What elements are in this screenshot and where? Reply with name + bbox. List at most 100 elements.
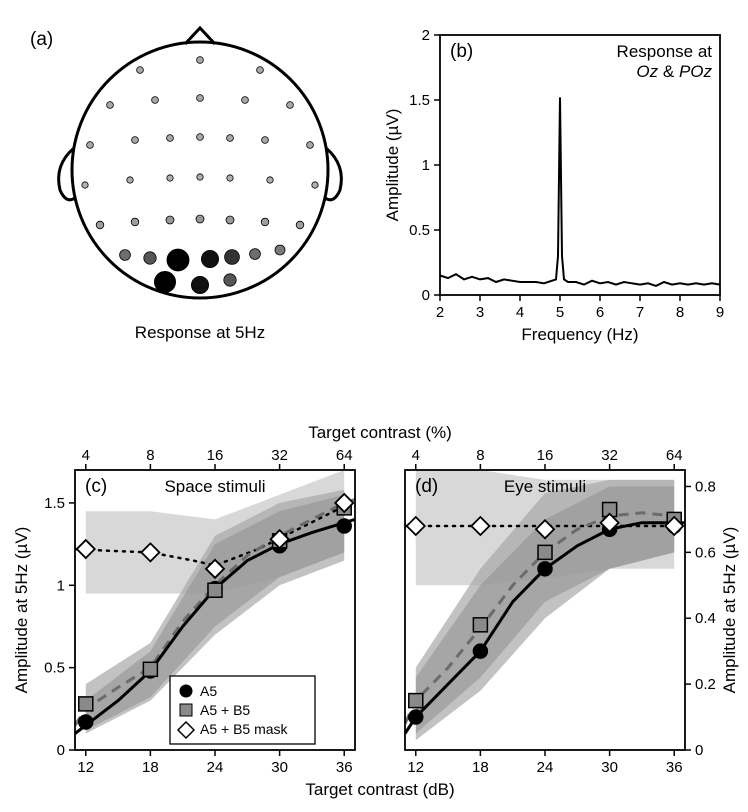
panel-b-title2: Oz & POz [636, 62, 712, 81]
svg-text:0: 0 [695, 742, 703, 759]
svg-text:2: 2 [436, 304, 444, 321]
panel-d-ylabel: Amplitude at 5Hz (µV) [720, 527, 739, 694]
panel-b-xlabel: Frequency (Hz) [521, 325, 638, 344]
svg-text:32: 32 [271, 447, 288, 464]
svg-text:8: 8 [146, 447, 154, 464]
electrode [242, 97, 249, 104]
svg-text:4: 4 [82, 447, 90, 464]
svg-text:1: 1 [57, 577, 65, 594]
panel-c-ylabel: Amplitude at 5Hz (µV) [12, 527, 31, 694]
svg-text:24: 24 [537, 759, 554, 776]
svg-text:36: 36 [666, 759, 683, 776]
panel-a-letter: (a) [30, 29, 53, 50]
electrode [262, 137, 269, 144]
svg-text:1: 1 [422, 157, 430, 174]
svg-text:0.2: 0.2 [695, 676, 716, 693]
marker-a5 [409, 710, 423, 724]
electrode [144, 252, 156, 264]
electrode [307, 142, 314, 149]
panel-b: 2345678900.511.52Frequency (Hz)Amplitude… [383, 27, 724, 344]
electrode [82, 182, 88, 188]
marker-a5 [337, 519, 351, 533]
legend-b5: A5 + B5 [200, 702, 250, 718]
svg-text:1.5: 1.5 [44, 495, 65, 512]
marker-b5 [538, 545, 552, 559]
electrode [250, 249, 261, 260]
electrode [87, 142, 94, 149]
electrode [167, 135, 174, 142]
bottom-xlabel: Target contrast (dB) [305, 780, 454, 799]
svg-text:64: 64 [336, 447, 353, 464]
svg-text:64: 64 [666, 447, 683, 464]
panel-d: 12 18 24 30 36 4 8 16 32 64 0 0.2 0.4 0.6 0.8 (d) Eye st… [405, 447, 739, 776]
electrode [296, 221, 304, 229]
svg-text:0.4: 0.4 [695, 610, 716, 627]
svg-text:30: 30 [601, 759, 618, 776]
svg-text:4: 4 [412, 447, 420, 464]
electrode [167, 175, 173, 181]
electrode [227, 175, 233, 181]
panel-b-title: Response at [617, 42, 713, 61]
panel-c-title: Space stimuli [164, 477, 265, 496]
panel-a-caption: Response at 5Hz [135, 323, 265, 342]
svg-text:6: 6 [596, 304, 604, 321]
svg-text:2: 2 [422, 27, 430, 44]
svg-text:0.5: 0.5 [44, 660, 65, 677]
legend-mask: A5 + B5 mask [200, 721, 289, 737]
marker-b5 [79, 697, 93, 711]
electrode [131, 218, 139, 226]
panel-b-letter: (b) [450, 41, 473, 62]
panel-d-title: Eye stimuli [504, 477, 586, 496]
panel-a: (a) Response at 5Hz [30, 28, 341, 342]
electrode [197, 174, 203, 180]
svg-text:18: 18 [472, 759, 489, 776]
svg-text:8: 8 [476, 447, 484, 464]
electrode [197, 57, 204, 64]
electrode [275, 245, 285, 255]
panel-c-letter: (c) [85, 476, 107, 497]
electrode [225, 250, 240, 265]
electrode [166, 216, 174, 224]
svg-text:24: 24 [207, 759, 224, 776]
marker-b5 [208, 583, 222, 597]
svg-text:16: 16 [537, 447, 554, 464]
panel-d-letter: (d) [415, 476, 438, 497]
svg-text:12: 12 [407, 759, 424, 776]
electrode [312, 182, 318, 188]
electrode [167, 249, 189, 271]
svg-text:0: 0 [57, 742, 65, 759]
svg-text:18: 18 [142, 759, 159, 776]
panel-b-ylabel: Amplitude (µV) [383, 109, 402, 222]
electrode [196, 215, 204, 223]
electrode [154, 271, 175, 292]
svg-text:8: 8 [676, 304, 684, 321]
electrode [226, 216, 234, 224]
svg-text:30: 30 [271, 759, 288, 776]
marker-a5 [538, 562, 552, 576]
electrode [197, 134, 204, 141]
svg-text:1.5: 1.5 [409, 92, 430, 109]
svg-text:32: 32 [601, 447, 618, 464]
svg-text:12: 12 [77, 759, 94, 776]
top-xlabel: Target contrast (%) [308, 423, 452, 442]
electrode [197, 95, 204, 102]
panel-c: 12182430364816326400.511.5(c)Space stimu… [12, 447, 355, 776]
electrode [191, 276, 208, 293]
electrode [227, 135, 234, 142]
svg-text:16: 16 [207, 447, 224, 464]
head-outline [72, 42, 328, 298]
marker-a5 [79, 715, 93, 729]
electrode [152, 97, 159, 104]
spectrum-line [440, 97, 720, 286]
marker-b5 [409, 694, 423, 708]
svg-text:3: 3 [476, 304, 484, 321]
electrode [257, 67, 264, 74]
svg-text:0.8: 0.8 [695, 478, 716, 495]
svg-text:9: 9 [716, 304, 724, 321]
marker-b5 [143, 662, 157, 676]
electrode [224, 274, 236, 286]
svg-text:0.6: 0.6 [695, 544, 716, 561]
svg-text:0: 0 [422, 287, 430, 304]
electrode [127, 177, 133, 183]
svg-text:0.5: 0.5 [409, 222, 430, 239]
